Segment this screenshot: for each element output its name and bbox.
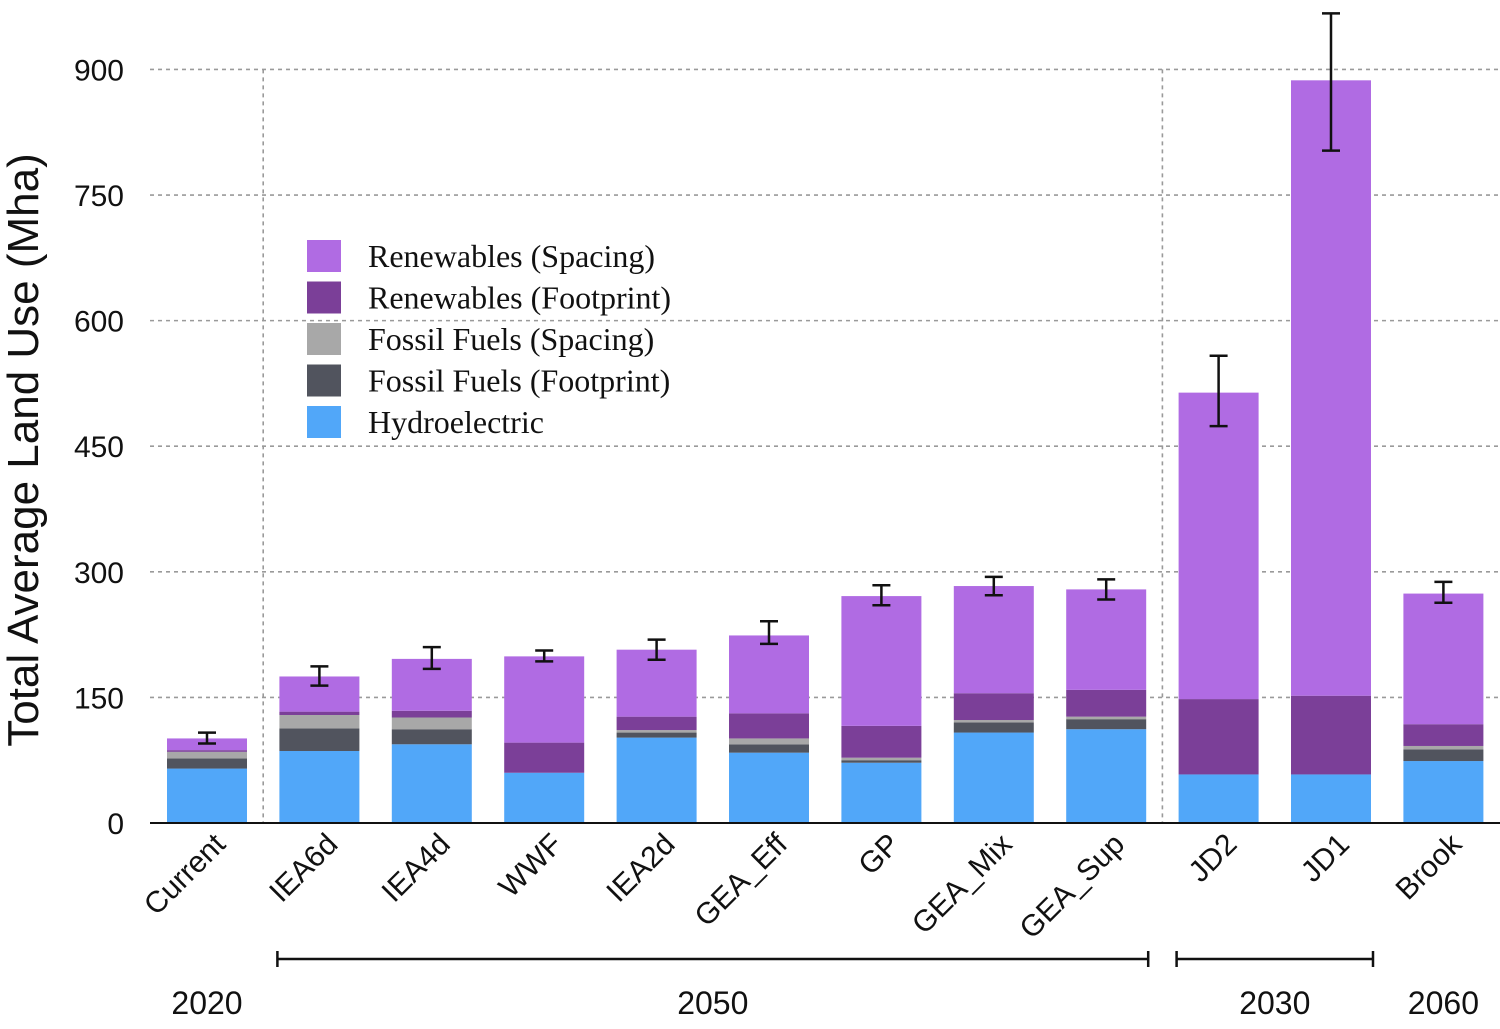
legend-swatch <box>307 406 341 438</box>
bar-segment <box>279 711 360 715</box>
bar-segment <box>616 716 697 731</box>
x-tick-label: IEA2d <box>600 828 681 909</box>
x-tick-label: Brook <box>1390 827 1469 906</box>
x-tick-label: Current <box>138 827 233 922</box>
group-label: 2050 <box>677 985 748 1021</box>
bar-segment <box>729 635 809 714</box>
bar-segment <box>504 656 585 743</box>
y-tick-label: 750 <box>74 180 124 213</box>
legend: Renewables (Spacing) Renewables (Footprin… <box>307 238 671 440</box>
y-axis-label: Total Average Land Use (Mha) <box>0 153 48 747</box>
y-tick-label: 450 <box>74 431 124 464</box>
group-label: 2030 <box>1239 985 1310 1021</box>
bar-segment <box>953 586 1034 694</box>
y-tick-label: 300 <box>74 557 124 590</box>
bar-segment <box>841 762 922 823</box>
bar-segment <box>1066 719 1147 730</box>
x-tick-label: JD2 <box>1182 828 1243 889</box>
bar-segment <box>1178 392 1259 700</box>
bar-segment <box>1066 589 1147 690</box>
bar-segment <box>1403 724 1484 746</box>
bar-segment <box>1403 749 1484 762</box>
error-bars <box>198 12 1453 745</box>
legend-label: Renewables (Footprint) <box>368 280 671 316</box>
x-tick-label: GP <box>852 828 906 882</box>
bar-segment <box>279 714 360 729</box>
year-groups: 2020 2050 2030 2060 <box>171 951 1479 1021</box>
x-tick-label: GEA_Eff <box>688 827 794 933</box>
group-label: 2060 <box>1408 985 1479 1021</box>
bar-segment <box>391 717 472 730</box>
bar-segment <box>391 729 472 745</box>
bar-segment <box>616 730 697 733</box>
bar-segment <box>1291 774 1371 823</box>
bars <box>167 80 1484 823</box>
y-tick-labels: 0 150 300 450 600 750 900 <box>74 54 124 841</box>
legend-label: Fossil Fuels (Footprint) <box>368 363 670 399</box>
bar-segment <box>953 693 1034 721</box>
y-tick-label: 900 <box>74 54 124 87</box>
bar-segment <box>1066 716 1147 720</box>
legend-label: Renewables (Spacing) <box>368 238 655 274</box>
bar-segment <box>841 725 922 758</box>
bar-segment <box>616 737 697 823</box>
bar-segment <box>279 750 360 823</box>
bar-segment <box>1291 80 1371 696</box>
bar-segment <box>729 752 809 823</box>
bar-segment <box>953 720 1034 723</box>
bar-segment <box>841 596 922 726</box>
bar-segment <box>841 757 922 761</box>
bar-segment <box>167 751 247 759</box>
x-tick-label: GEA_Mix <box>906 828 1019 941</box>
x-tick-label: IEA4d <box>376 828 457 909</box>
bar-segment <box>167 750 247 752</box>
group-separators <box>262 69 1164 823</box>
bar-segment <box>729 738 809 745</box>
y-tick-label: 0 <box>107 808 124 841</box>
x-tick-labels: Current IEA6d IEA4d WWF IEA2d GEA_Eff GP GEA_Mi… <box>138 827 1469 945</box>
bar-segment <box>953 722 1034 733</box>
bar-segment <box>729 744 809 753</box>
legend-swatch <box>307 323 341 355</box>
x-tick-label: GEA_Sup <box>1013 828 1131 946</box>
bar-segment <box>504 742 585 773</box>
bar-segment <box>1178 699 1259 775</box>
x-tick-label: WWF <box>493 828 569 904</box>
bar-segment <box>279 728 360 751</box>
y-tick-label: 600 <box>74 306 124 339</box>
legend-swatch <box>307 364 341 397</box>
bar-segment <box>953 732 1034 823</box>
legend-label: Hydroelectric <box>368 404 544 440</box>
bar-segment <box>167 768 247 823</box>
y-tick-label: 150 <box>74 682 124 715</box>
bar-segment <box>1403 593 1484 725</box>
legend-swatch <box>307 281 341 314</box>
bar-segment <box>1291 695 1371 775</box>
bar-segment <box>391 710 472 718</box>
gridlines <box>150 68 1500 699</box>
legend-swatch <box>307 240 341 272</box>
bar-segment <box>841 760 922 763</box>
bar-segment <box>391 744 472 823</box>
bar-segment <box>616 732 697 738</box>
bar-segment <box>1178 774 1259 823</box>
bar-segment <box>1403 761 1484 823</box>
legend-label: Fossil Fuels (Spacing) <box>368 321 654 357</box>
x-tick-label: IEA6d <box>263 828 344 909</box>
group-label: 2020 <box>171 985 242 1021</box>
bar-segment <box>729 713 809 739</box>
bar-segment <box>1066 729 1147 823</box>
bar-segment <box>1066 689 1147 717</box>
bar-segment <box>167 758 247 769</box>
x-tick-label: JD1 <box>1295 828 1356 889</box>
bar-segment <box>504 772 585 823</box>
bar-segment <box>1403 745 1484 750</box>
